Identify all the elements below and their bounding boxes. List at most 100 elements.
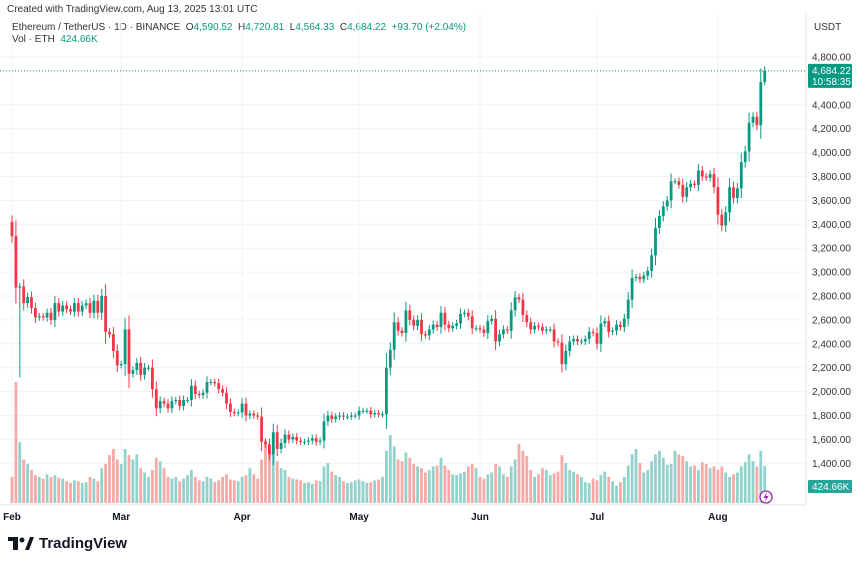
volume-bar [755, 466, 759, 503]
candle-body [747, 122, 751, 152]
y-tick-label: 2,400.00 [812, 339, 851, 350]
volume-bar [443, 465, 447, 503]
volume-bar [256, 478, 260, 503]
candle-body [264, 441, 267, 445]
volume-bar [53, 475, 57, 503]
volume-bar [373, 480, 377, 503]
candle-body [41, 316, 45, 318]
candle-body [552, 329, 556, 342]
volume-bar [135, 454, 139, 503]
volume-bar [427, 469, 431, 503]
candle-body [162, 401, 166, 404]
candle-body [178, 399, 182, 406]
volume-bar [342, 481, 345, 503]
candle-body [564, 350, 568, 365]
volume-bar [147, 476, 150, 503]
volume-bar [158, 461, 162, 503]
volume-bar [115, 459, 119, 503]
last-volume-badge [808, 480, 852, 493]
volume-bar [338, 476, 341, 503]
candle-body [626, 299, 630, 319]
close-label: C [339, 22, 348, 33]
volume-bar [552, 473, 556, 503]
volume-bar [178, 481, 182, 503]
candle-body [513, 297, 517, 311]
candle-body [326, 415, 330, 422]
candle-body [724, 212, 728, 226]
volume-bar [186, 475, 189, 503]
y-tick-label: 1,600.00 [812, 435, 851, 446]
volume-bar [271, 433, 275, 503]
volume-bar [369, 482, 373, 503]
candle-body [104, 296, 107, 332]
candle-body [197, 393, 201, 396]
x-tick-label: Jun [471, 512, 489, 523]
y-tick-label: 4,400.00 [812, 100, 851, 111]
candle-body [412, 319, 416, 326]
volume-bar [170, 478, 174, 503]
volume-bar [700, 462, 704, 503]
volume-bar [229, 479, 232, 503]
volume-bar [154, 457, 158, 503]
candle-body [225, 392, 228, 404]
candle-body [720, 214, 724, 226]
volume-bar [131, 459, 135, 503]
volume-bar [22, 459, 26, 503]
volume-bar [720, 466, 724, 503]
x-tick-label: Jul [590, 512, 605, 523]
volume-bar [521, 450, 525, 503]
candle-body [556, 341, 560, 343]
candle-body [759, 82, 763, 126]
candle-body [431, 324, 435, 330]
volume-bar [388, 435, 392, 503]
volume-bar [225, 474, 228, 503]
candle-body [435, 324, 439, 328]
volume-bar [619, 482, 622, 503]
candle-body [572, 339, 575, 342]
volume-bar [69, 482, 72, 503]
candle-body [322, 421, 326, 441]
y-tick-label: 3,200.00 [812, 244, 851, 255]
candle-body [361, 410, 365, 412]
volume-bar [529, 469, 533, 503]
candle-body [314, 438, 318, 442]
candle-body [123, 329, 127, 365]
price-chart[interactable]: 1,400.00 1,600.00 1,800.00 2,000.00 2,200.00… [0, 0, 860, 530]
candle-body [330, 415, 334, 420]
volume-bar [217, 480, 221, 503]
candle-body [716, 187, 720, 215]
volume-bar [595, 480, 599, 503]
candle-body [529, 322, 533, 330]
volume-bar [76, 481, 80, 503]
volume-bar [424, 472, 427, 503]
currency-button[interactable]: USDT [814, 22, 842, 33]
candle-body [408, 310, 412, 320]
volume-bar [560, 455, 564, 503]
candle-body [736, 188, 739, 199]
volume-bar [213, 482, 217, 503]
candle-body [728, 187, 731, 213]
candle-body [279, 442, 283, 449]
candle-body [318, 440, 322, 442]
candle-body [100, 296, 104, 313]
symbol-title[interactable]: Ethereum / TetherUS · 1D · BINANCE [12, 22, 181, 33]
candle-body [69, 309, 72, 312]
candle-body [502, 329, 505, 335]
y-tick-label: 4,800.00 [812, 53, 851, 64]
candle-body [548, 329, 552, 331]
candle-body [365, 410, 369, 412]
candle-body [673, 181, 677, 183]
low-label: L [289, 22, 296, 33]
volume-bar [658, 450, 661, 503]
volume-bar [326, 462, 330, 503]
candle-body [619, 324, 622, 328]
candle-body [521, 299, 525, 316]
volume-bar [197, 480, 201, 503]
candle-body [53, 303, 57, 320]
volume-bar [502, 474, 505, 503]
volume-bar [587, 482, 591, 503]
candle-body [310, 438, 314, 441]
candle-body [303, 441, 306, 443]
volume-bar [693, 465, 696, 503]
candle-body [587, 331, 591, 340]
